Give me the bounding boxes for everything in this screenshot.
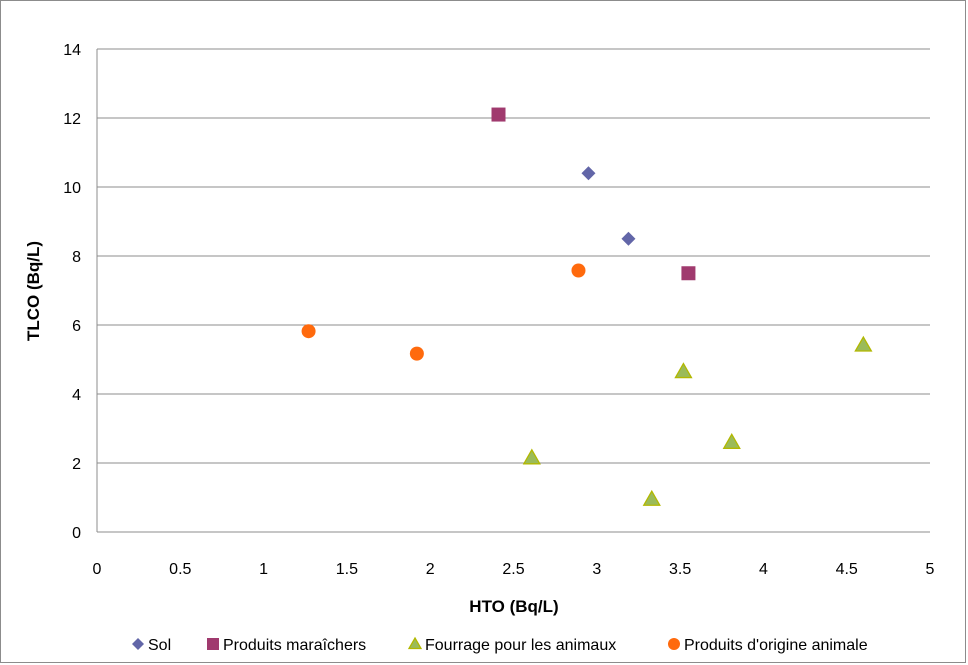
x-tick-label: 2.5: [502, 561, 524, 578]
point-diamond: [621, 231, 636, 246]
x-tick-labels: 0 0.5 1 1.5 2 2.5 3 3.5 4 4.5 5: [93, 561, 935, 578]
point-square: [681, 266, 696, 281]
y-tick-labels: 0 2 4 6 8 10 12 14: [63, 42, 81, 542]
legend: Sol Produits maraîchers Fourrage pour les …: [132, 636, 868, 654]
legend-marker-circle: [668, 638, 680, 650]
x-tick-label: 3: [592, 561, 601, 578]
y-tick-label: 0: [72, 525, 81, 542]
x-tick-label: 3.5: [669, 561, 691, 578]
y-tick-label: 14: [63, 42, 81, 59]
x-tick-label: 0.5: [169, 561, 191, 578]
point-triangle: [674, 362, 693, 379]
legend-marker-triangle: [407, 636, 423, 650]
point-circle: [571, 263, 586, 278]
y-tick-label: 6: [72, 318, 81, 335]
legend-label: Produits d'origine animale: [684, 637, 868, 654]
y-axis-title: TLCO (Bq/L): [24, 241, 43, 341]
legend-marker-square: [207, 638, 219, 650]
x-tick-label: 4: [759, 561, 768, 578]
axes: [96, 49, 930, 533]
y-tick-label: 8: [72, 249, 81, 266]
x-axis-title: HTO (Bq/L): [469, 597, 558, 616]
y-tick-label: 4: [72, 387, 81, 404]
y-tick-label: 10: [63, 180, 81, 197]
x-tick-label: 1.5: [336, 561, 358, 578]
point-triangle: [522, 448, 541, 465]
legend-label: Fourrage pour les animaux: [425, 637, 616, 654]
point-square: [491, 107, 506, 122]
legend-label: Produits maraîchers: [223, 637, 366, 654]
point-circle: [409, 346, 424, 361]
point-triangle: [642, 489, 661, 506]
y-tick-label: 2: [72, 456, 81, 473]
x-tick-label: 5: [926, 561, 935, 578]
x-tick-label: 0: [93, 561, 102, 578]
x-tick-label: 2: [426, 561, 435, 578]
point-triangle: [854, 335, 873, 352]
point-diamond: [581, 166, 596, 181]
x-tick-label: 1: [259, 561, 268, 578]
grid-lines: [97, 48, 930, 464]
legend-marker-diamond: [132, 638, 144, 650]
legend-label: Sol: [148, 637, 171, 654]
point-circle: [301, 324, 316, 339]
point-triangle: [722, 432, 741, 449]
data-points: [301, 107, 873, 506]
x-tick-label: 4.5: [836, 561, 858, 578]
y-tick-label: 12: [63, 111, 81, 128]
